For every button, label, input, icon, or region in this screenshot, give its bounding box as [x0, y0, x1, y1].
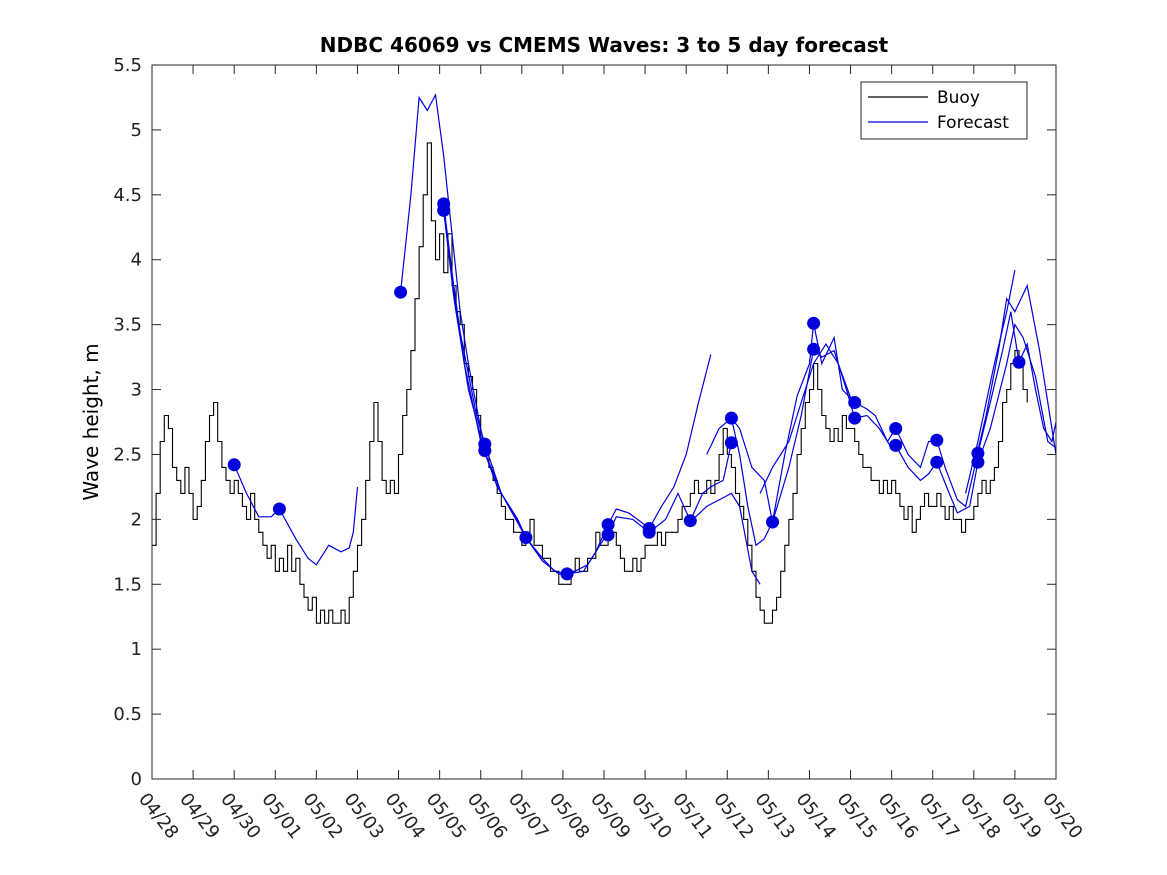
y-tick-label: 0 [131, 769, 142, 790]
x-tick-label: 05/15 [833, 789, 881, 843]
x-tick-label: 05/12 [709, 789, 757, 843]
forecast-marker-0 [227, 458, 241, 472]
x-tick-label: 05/04 [381, 789, 429, 843]
series-forecast-line-24 [936, 461, 979, 514]
x-tick-label: 05/14 [792, 789, 840, 843]
x-tick-label: 05/01 [257, 789, 305, 843]
y-axis-label: Wave height, m [79, 343, 103, 500]
series-forecast-line-25 [977, 311, 1057, 454]
forecast-marker-10 [601, 528, 615, 542]
y-axis: 0 0.5 1 1.5 2 2.5 3 3.5 4 4.5 5 5.5 [113, 55, 1056, 790]
y-tick-label: 5 [131, 120, 142, 141]
chart-title: NDBC 46069 vs CMEMS Waves: 3 to 5 day fo… [320, 33, 889, 57]
x-tick-label: 04/30 [216, 789, 264, 843]
x-tick-label: 05/18 [956, 789, 1004, 843]
y-tick-label: 3.5 [113, 315, 142, 336]
series-forecast-line-18 [759, 342, 856, 494]
series-forecast-line-14 [706, 417, 774, 523]
y-tick-label: 4 [131, 250, 142, 271]
series-layer [152, 92, 1057, 624]
forecast-marker-26 [971, 455, 985, 469]
forecast-marker-16 [766, 515, 779, 529]
legend-label-forecast: Forecast [937, 113, 1009, 133]
forecast-marker-17 [807, 316, 821, 330]
forecast-marker-12 [642, 525, 656, 539]
forecast-marker-25 [971, 446, 985, 460]
legend-box [860, 81, 1028, 140]
x-tick-label: 05/16 [874, 789, 922, 843]
y-tick-label: 1.5 [113, 574, 142, 595]
x-tick-label: 05/08 [545, 789, 593, 843]
x-tick-label: 05/13 [750, 789, 798, 843]
forecast-marker-15 [724, 436, 738, 450]
series-forecast-line-22 [895, 445, 938, 482]
forecast-marker-27 [1012, 355, 1026, 369]
series-forecast-line-26 [977, 323, 1057, 463]
y-tick-label: 1 [131, 639, 142, 660]
forecast-marker-18 [807, 342, 821, 356]
forecast-marker-4 [437, 203, 451, 217]
forecast-marker-23 [930, 433, 944, 447]
x-tick-label: 05/06 [463, 789, 511, 843]
x-tick-label: 05/02 [298, 789, 346, 843]
series-forecast-line-12 [689, 442, 732, 521]
series-forecast-line-2 [400, 92, 486, 449]
series-forecast-line-8 [607, 508, 650, 529]
x-tick-label: 05/11 [668, 789, 716, 843]
x-tick-label: 04/28 [134, 789, 182, 843]
series-forecast-line-27 [973, 283, 1057, 468]
forecast-marker-22 [889, 438, 903, 452]
forecast-marker-20 [848, 411, 862, 425]
forecast-marker-19 [848, 396, 862, 409]
x-tick-label: 05/10 [627, 789, 675, 843]
series-forecast-line-15 [730, 417, 774, 547]
legend: Buoy Forecast [860, 81, 1028, 140]
forecast-marker-7 [519, 531, 533, 544]
series-forecast-line-13 [689, 492, 761, 585]
forecast-marker-21 [889, 422, 903, 435]
series-forecast-line-10 [648, 354, 712, 529]
y-tick-label: 2.5 [113, 444, 142, 465]
y-tick-label: 2 [131, 509, 142, 530]
series-forecast-line-23 [936, 440, 979, 508]
series-buoy-line [152, 142, 1028, 624]
x-tick-label: 05/07 [504, 789, 552, 843]
series-forecast-line-1 [278, 486, 359, 566]
forecast-marker-8 [560, 567, 574, 581]
x-tick-label: 05/20 [1038, 789, 1086, 843]
x-tick-label: 05/05 [422, 789, 470, 843]
y-tick-label: 5.5 [113, 55, 142, 76]
forecast-marker-13 [683, 514, 697, 528]
x-tick-label: 05/17 [915, 789, 963, 843]
series-forecast-line-11 [648, 491, 691, 533]
x-tick-label: 05/19 [997, 789, 1045, 843]
x-tick-label: 04/29 [175, 789, 223, 843]
forecast-marker-24 [930, 455, 944, 469]
series-forecast-line-19 [854, 401, 897, 443]
plot-background [152, 65, 1056, 779]
x-tick-label: 05/03 [340, 789, 388, 843]
x-tick-label: 05/09 [586, 789, 634, 843]
forecast-marker-2 [394, 285, 408, 299]
legend-label-buoy: Buoy [937, 88, 980, 108]
forecast-marker-6 [478, 444, 492, 458]
y-tick-label: 0.5 [113, 704, 142, 725]
series-forecast-line-5 [443, 210, 527, 538]
forecast-marker-1 [272, 502, 286, 516]
y-tick-label: 4.5 [113, 185, 142, 206]
forecast-marker-14 [724, 411, 738, 425]
y-tick-label: 3 [131, 380, 142, 401]
series-forecast-line-0 [233, 464, 280, 518]
forecast-marker-9 [601, 518, 615, 532]
